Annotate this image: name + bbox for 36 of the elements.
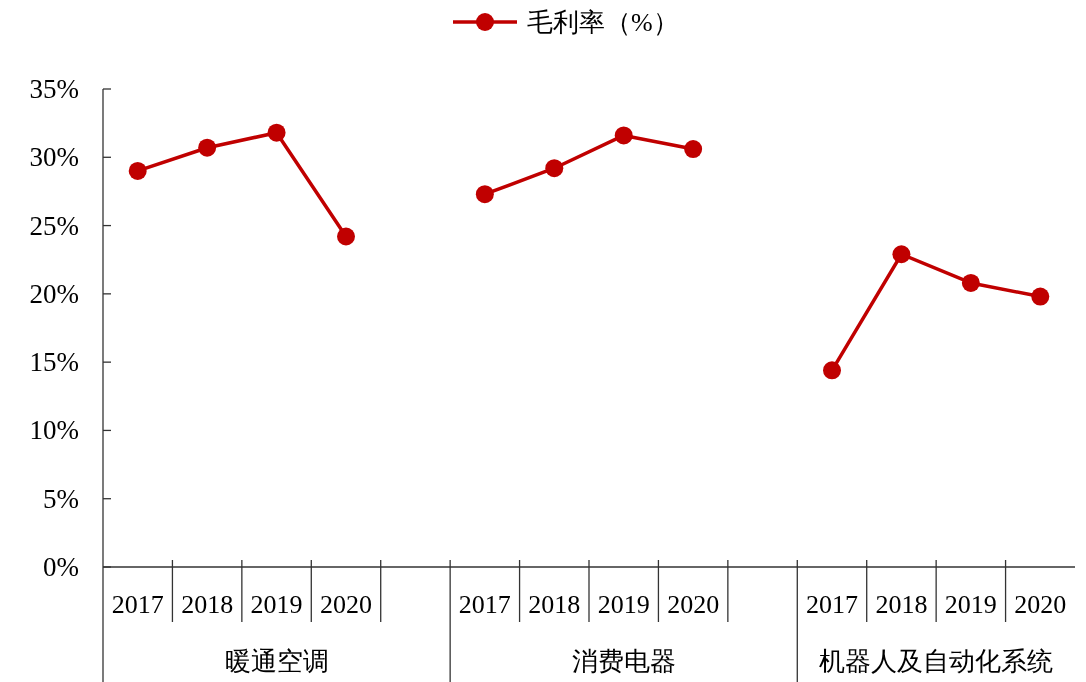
y-tick-label: 15% — [29, 347, 79, 378]
y-tick-label: 30% — [29, 142, 79, 173]
x-tick-label: 2020 — [1014, 590, 1067, 619]
x-tick-label: 2020 — [320, 590, 372, 619]
x-tick-label: 2018 — [875, 590, 928, 619]
x-tick-label: 2017 — [806, 590, 858, 619]
x-tick-label: 2019 — [944, 590, 997, 619]
point — [961, 273, 980, 292]
x-tick-label: 2017 — [111, 590, 164, 619]
point — [198, 138, 217, 157]
point — [823, 361, 841, 380]
point — [892, 245, 911, 264]
point — [128, 161, 147, 180]
point — [614, 126, 633, 145]
text: 暖通空调 — [224, 647, 329, 676]
point — [267, 123, 286, 142]
x-tick-label: 2020 — [667, 590, 720, 619]
point — [1031, 287, 1050, 306]
x-tick-label: 2019 — [597, 590, 650, 619]
y-tick-label: 25% — [29, 210, 79, 241]
text: 消费电器 — [571, 647, 676, 676]
legend-label: 毛利率（%） — [527, 8, 679, 37]
point — [684, 140, 703, 159]
x-tick-label: 2017 — [458, 590, 511, 619]
point — [337, 227, 355, 246]
y-tick-label: 20% — [29, 278, 79, 309]
y-tick-label: 35% — [29, 74, 79, 104]
y-tick-label: 0% — [43, 552, 79, 582]
y-tick-label: 10% — [29, 415, 79, 446]
point — [475, 185, 494, 204]
point — [545, 159, 564, 178]
x-tick-label: 2018 — [181, 590, 234, 619]
text: 机器人及自动化系统 — [819, 647, 1054, 676]
y-tick-label: 5% — [43, 483, 79, 514]
x-tick-label: 2018 — [528, 590, 581, 619]
x-tick-label: 2019 — [250, 590, 303, 619]
